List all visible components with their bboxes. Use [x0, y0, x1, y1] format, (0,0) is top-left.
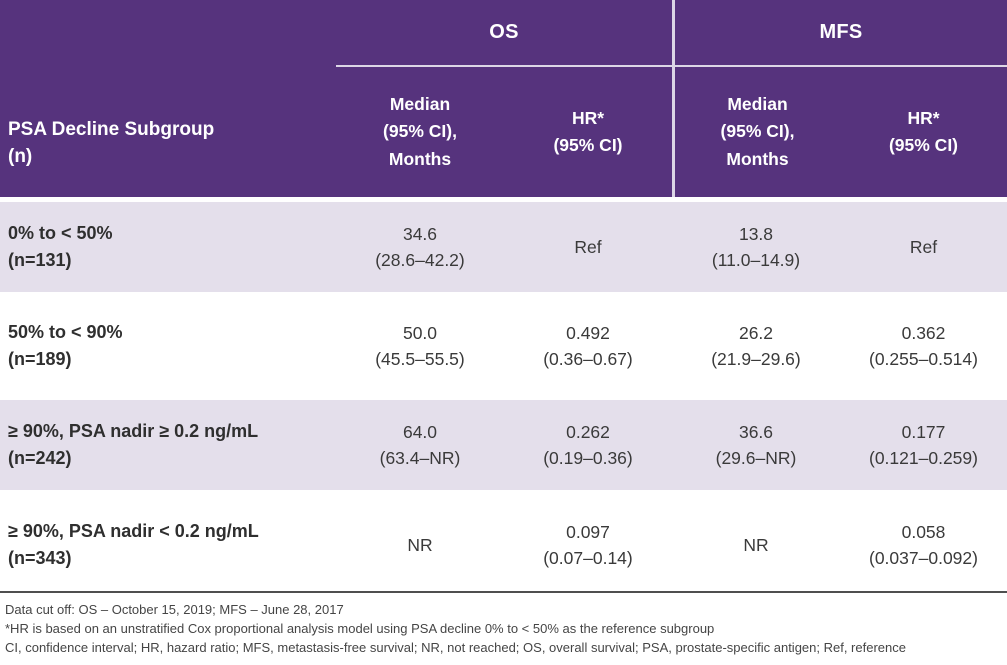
- median-value: NR: [407, 534, 433, 555]
- header-group-row: PSA Decline Subgroup (n) OS MFS: [0, 0, 1007, 197]
- subgroup-label: ≥ 90%, PSA nadir ≥ 0.2 ng/mL: [8, 421, 259, 441]
- median-ci: (28.6–42.2): [375, 250, 465, 270]
- subgroup-label: 0% to < 50%: [8, 223, 113, 243]
- hr-value: 0.262: [566, 421, 610, 442]
- median-ci: (21.9–29.6): [711, 349, 801, 369]
- mfs-median-cell: 13.8 (11.0–14.9): [672, 197, 840, 296]
- mfs-hr-cell: 0.362 (0.255–0.514): [840, 296, 1007, 395]
- hr-ci: (0.36–0.67): [543, 349, 633, 369]
- mfs-hr-cell: 0.177 (0.121–0.259): [840, 395, 1007, 494]
- median-value: 64.0: [402, 421, 438, 442]
- mfs-median-cell: 26.2 (21.9–29.6): [672, 296, 840, 395]
- hr-value: Ref: [574, 236, 602, 257]
- hr-value: 0.492: [566, 322, 610, 343]
- subgroup-row-90-nadir-ge-02: ≥ 90%, PSA nadir ≥ 0.2 ng/mL (n=242) 64.…: [0, 395, 1007, 494]
- subgroup-n: (n=343): [8, 548, 72, 568]
- hr-value: Ref: [909, 236, 938, 257]
- hr-ci: (0.121–0.259): [869, 448, 978, 468]
- median-value: NR: [743, 534, 769, 555]
- hr-ci: (0.037–0.092): [869, 548, 978, 568]
- median-value: 36.6: [738, 421, 774, 442]
- os-median-cell: 34.6 (28.6–42.2): [336, 197, 504, 296]
- subgroup-label-cell: 0% to < 50% (n=131): [0, 197, 336, 296]
- subheader-os-median: Median (95% CI), Months: [336, 67, 504, 197]
- hr-value: 0.177: [901, 421, 946, 442]
- subgroup-label: 50% to < 90%: [8, 322, 123, 342]
- os-median-cell: 50.0 (45.5–55.5): [336, 296, 504, 395]
- os-hr-cell: 0.492 (0.36–0.67): [504, 296, 672, 395]
- median-ci: (11.0–14.9): [711, 250, 801, 270]
- subgroup-row-50-to-90: 50% to < 90% (n=189) 50.0 (45.5–55.5) 0.…: [0, 296, 1007, 395]
- hr-ci: (0.07–0.14): [543, 548, 633, 568]
- footnote-data-cutoff: Data cut off: OS – October 15, 2019; MFS…: [5, 602, 344, 617]
- subgroup-label: ≥ 90%, PSA nadir < 0.2 ng/mL: [8, 521, 259, 541]
- os-median-cell: 64.0 (63.4–NR): [336, 395, 504, 494]
- corner-header-line1: PSA Decline Subgroup: [8, 118, 215, 140]
- subheader-mfs-hr: HR* (95% CI): [840, 67, 1007, 197]
- subheader-line: (95% CI),: [383, 121, 457, 142]
- subgroup-row-0-to-50: 0% to < 50% (n=131) 34.6 (28.6–42.2) Ref…: [0, 197, 1007, 296]
- hr-ci: (0.19–0.36): [543, 448, 633, 468]
- mfs-hr-cell: 0.058 (0.037–0.092): [840, 494, 1007, 593]
- mfs-median-cell: 36.6 (29.6–NR): [672, 395, 840, 494]
- median-ci: (45.5–55.5): [375, 349, 465, 369]
- footnote-abbreviations: CI, confidence interval; HR, hazard rati…: [5, 639, 906, 655]
- median-value: 34.6: [402, 223, 438, 244]
- subheader-line: (95% CI): [888, 135, 959, 155]
- subheader-mfs-median: Median (95% CI), Months: [672, 67, 840, 197]
- subgroup-n: (n=189): [8, 349, 72, 369]
- median-value: 13.8: [738, 223, 774, 244]
- os-hr-cell: 0.262 (0.19–0.36): [504, 395, 672, 494]
- header-sub-row: Median (95% CI), Months HR* (95% CI) Med…: [0, 67, 1007, 197]
- subheader-line: Median: [389, 94, 451, 115]
- subheader-line: Months: [388, 148, 452, 169]
- subheader-line: HR*: [571, 107, 605, 128]
- subgroup-n: (n=242): [8, 448, 72, 468]
- hr-value: 0.058: [901, 521, 946, 542]
- subgroup-label-cell: 50% to < 90% (n=189): [0, 296, 336, 395]
- subheader-line: Median: [727, 94, 788, 115]
- mfs-hr-cell: Ref: [840, 197, 1007, 296]
- mfs-median-cell: NR: [672, 494, 840, 593]
- subheader-os-hr: HR* (95% CI): [504, 67, 672, 197]
- os-median-cell: NR: [336, 494, 504, 593]
- median-ci: (63.4–NR): [379, 448, 461, 468]
- median-value: 50.0: [402, 322, 438, 343]
- psa-decline-outcomes-table: PSA Decline Subgroup (n) OS MFS Median (…: [0, 0, 1007, 593]
- hr-ci: (0.255–0.514): [869, 349, 978, 369]
- hr-value: 0.097: [566, 521, 610, 542]
- subgroup-row-90-nadir-lt-02: ≥ 90%, PSA nadir < 0.2 ng/mL (n=343) NR …: [0, 494, 1007, 593]
- subheader-line: (95% CI): [553, 135, 623, 155]
- median-ci: (29.6–NR): [715, 448, 797, 468]
- group-header-mfs: MFS: [672, 0, 1007, 67]
- hr-value: 0.362: [901, 322, 946, 343]
- median-value: 26.2: [738, 322, 774, 343]
- subgroup-n: (n=131): [8, 250, 72, 270]
- footnote-hr-model: *HR is based on an unstratified Cox prop…: [5, 620, 715, 636]
- os-hr-cell: Ref: [504, 197, 672, 296]
- subgroup-label-cell: ≥ 90%, PSA nadir ≥ 0.2 ng/mL (n=242): [0, 395, 336, 494]
- subheader-line: (95% CI),: [720, 121, 795, 142]
- subheader-line: Months: [726, 148, 789, 169]
- subgroup-label-cell: ≥ 90%, PSA nadir < 0.2 ng/mL (n=343): [0, 494, 336, 593]
- corner-header-psa-decline-subgroup: PSA Decline Subgroup (n): [0, 0, 336, 197]
- os-hr-cell: 0.097 (0.07–0.14): [504, 494, 672, 593]
- footnotes: Data cut off: OS – October 15, 2019; MFS…: [0, 593, 1007, 658]
- corner-header-line2: (n): [8, 146, 33, 168]
- group-header-os: OS: [336, 0, 672, 67]
- subheader-line: HR*: [907, 107, 940, 128]
